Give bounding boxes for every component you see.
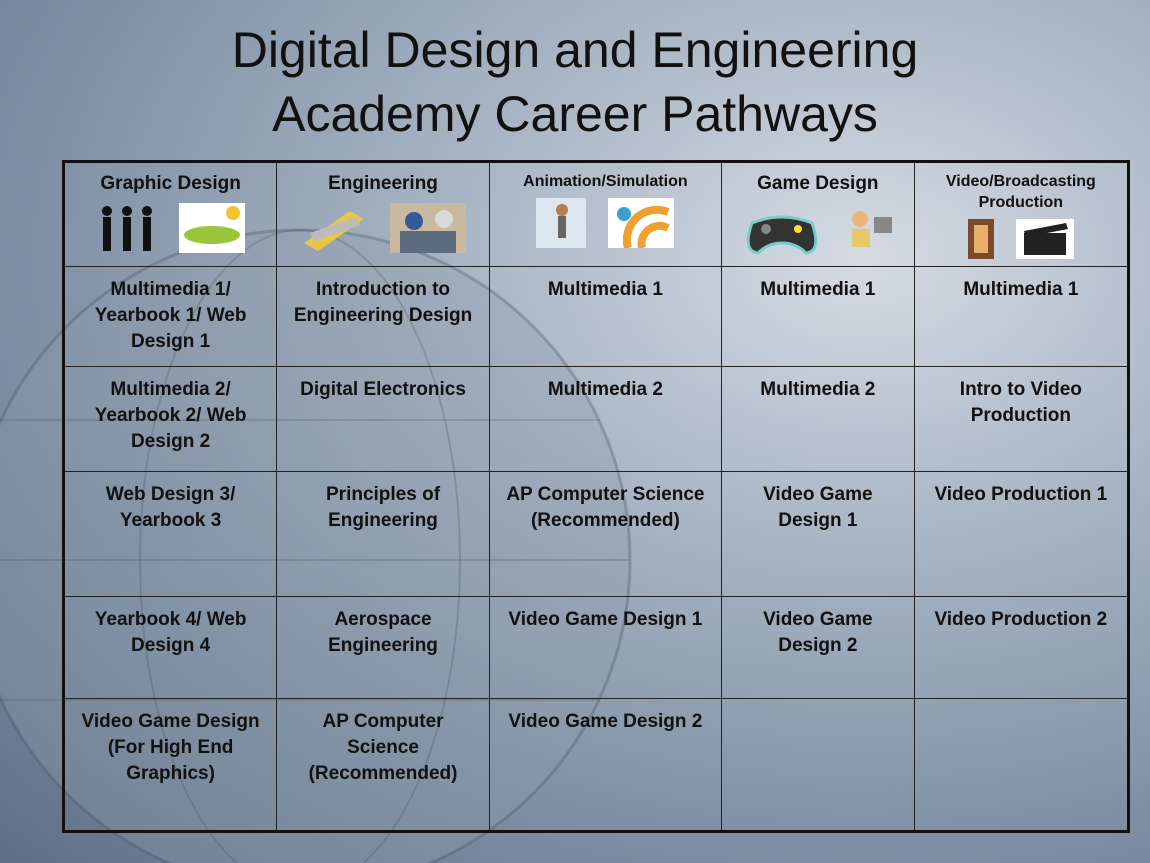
table-cell xyxy=(720,698,915,832)
icon xyxy=(851,211,892,247)
table-cell: Principles of Engineering xyxy=(276,471,490,597)
table-row: Multimedia 1/ Yearbook 1/ Web Design 1 In… xyxy=(62,266,1130,367)
table-cell: Video Game Design 1 xyxy=(488,596,722,699)
table-cell: Introduction to Engineering Design xyxy=(276,266,490,367)
table-cell: Multimedia 1 xyxy=(913,266,1130,367)
icon xyxy=(746,215,818,255)
table-cell: Intro to Video Production xyxy=(913,366,1130,472)
table-cell: Multimedia 2 xyxy=(720,366,915,472)
table-cell: Digital Electronics xyxy=(276,366,490,472)
table-cell: Multimedia 1/ Yearbook 1/ Web Design 1 xyxy=(62,266,278,367)
header-text: Game Design xyxy=(757,173,879,194)
title-line: Academy Career Pathways xyxy=(272,86,878,142)
header-row: Graphic Design Engineering Animation/Sim… xyxy=(62,161,1130,267)
table-cell: Video Game Design (For High End Graphics… xyxy=(62,698,278,832)
pathways-table: Graphic Design Engineering Animation/Sim… xyxy=(62,160,1130,833)
icon xyxy=(536,198,587,248)
header-text: Graphic Design xyxy=(100,173,241,194)
table-cell: Video Game Design 1 xyxy=(720,471,915,597)
title-line: Digital Design and Engineering xyxy=(231,22,919,78)
icon xyxy=(304,211,365,251)
icon xyxy=(1015,219,1074,259)
icon xyxy=(608,198,675,248)
table-cell: AP Computer Science (Recommended) xyxy=(488,471,722,597)
table-cell: Video Game Design 2 xyxy=(488,698,722,832)
table-row: Web Design 3/ Yearbook 3 Principles of En… xyxy=(62,471,1130,597)
header-cell: Video/Broadcasting Production xyxy=(913,161,1130,267)
table-cell: Multimedia 2 xyxy=(488,366,722,472)
table-cell: Multimedia 1 xyxy=(720,266,915,367)
table-cell: Web Design 3/ Yearbook 3 xyxy=(62,471,278,597)
table-cell: AP Computer Science (Recommended) xyxy=(276,698,490,832)
table-row: Yearbook 4/ Web Design 4 Aerospace Engine… xyxy=(62,596,1130,699)
table-cell: Aerospace Engineering xyxy=(276,596,490,699)
icon xyxy=(390,203,467,253)
header-text: Video/Broadcasting Production xyxy=(945,173,1096,211)
table-row: Multimedia 2/ Yearbook 2/ Web Design 2 Di… xyxy=(62,366,1130,472)
table-cell xyxy=(913,698,1130,832)
table-cell: Yearbook 4/ Web Design 4 xyxy=(62,596,278,699)
header-cell: Game Design xyxy=(720,161,915,267)
slide-title: Digital Design and Engineering Academy C… xyxy=(0,18,1150,146)
icon xyxy=(967,219,994,259)
header-cell: Graphic Design xyxy=(62,161,278,267)
table-cell: Video Game Design 2 xyxy=(720,596,915,699)
table-cell: Multimedia 2/ Yearbook 2/ Web Design 2 xyxy=(62,366,278,472)
header-cell: Animation/Simulation xyxy=(488,161,722,267)
table-row: Video Game Design (For High End Graphics… xyxy=(62,698,1130,832)
icon xyxy=(178,203,245,253)
icon xyxy=(101,206,152,251)
header-cell: Engineering xyxy=(276,161,490,267)
table-cell: Multimedia 1 xyxy=(488,266,722,367)
header-text: Engineering xyxy=(328,173,438,194)
header-text: Animation/Simulation xyxy=(523,173,688,190)
table-cell: Video Production 2 xyxy=(913,596,1130,699)
table-cell: Video Production 1 xyxy=(913,471,1130,597)
